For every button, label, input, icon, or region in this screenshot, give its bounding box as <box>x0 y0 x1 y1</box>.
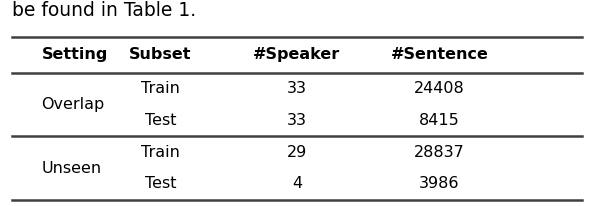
Text: Train: Train <box>141 145 180 160</box>
Text: Train: Train <box>141 81 180 96</box>
Text: 29: 29 <box>287 145 307 160</box>
Text: Test: Test <box>144 113 176 128</box>
Text: 4: 4 <box>292 177 302 191</box>
Text: #Sentence: #Sentence <box>391 47 488 62</box>
Text: 28837: 28837 <box>414 145 465 160</box>
Text: 24408: 24408 <box>414 81 465 96</box>
Text: Overlap: Overlap <box>42 97 105 112</box>
Text: Setting: Setting <box>42 47 108 62</box>
Text: 33: 33 <box>287 81 307 96</box>
Text: #Speaker: #Speaker <box>254 47 340 62</box>
Text: be found in Table 1.: be found in Table 1. <box>12 1 196 20</box>
Text: Unseen: Unseen <box>42 161 102 176</box>
Text: Test: Test <box>144 177 176 191</box>
Text: 8415: 8415 <box>419 113 460 128</box>
Text: 3986: 3986 <box>419 177 460 191</box>
Text: 33: 33 <box>287 113 307 128</box>
Text: Subset: Subset <box>129 47 192 62</box>
